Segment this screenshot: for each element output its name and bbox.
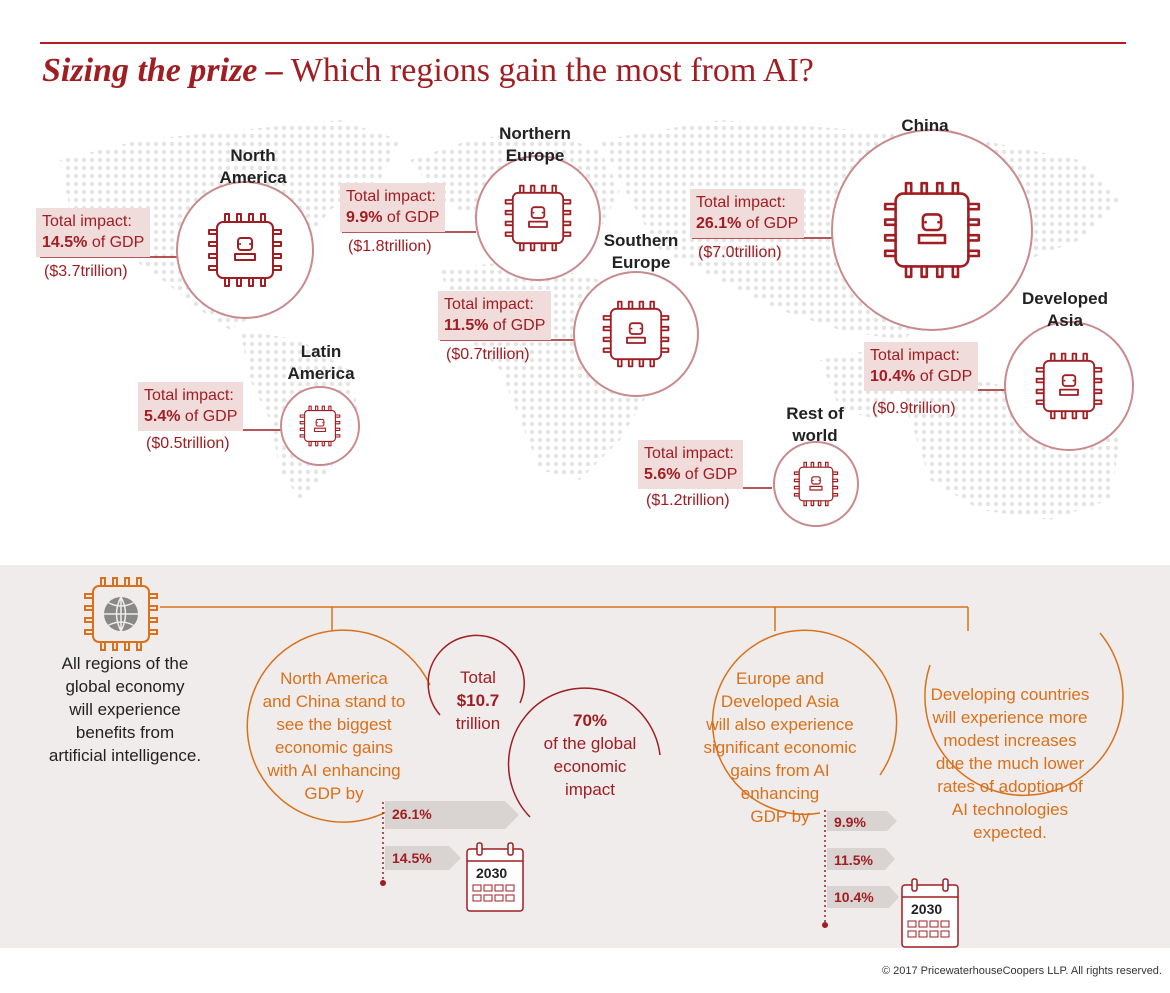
total-circle <box>427 634 525 716</box>
europe-asia-value-2: 11.5% <box>834 852 873 868</box>
impact-label-latin-america: Total impact: 5.4% of GDP <box>138 382 244 431</box>
impact-label-china: Total impact: 26.1% of GDP <box>690 189 805 238</box>
arrow-europe-asia-2 <box>827 848 895 870</box>
impact-label-southern-europe: Total impact: 11.5% of GDP <box>438 291 552 340</box>
chip-robot-icon <box>1035 352 1103 420</box>
region-name-northern-europe: Northern Europe <box>499 124 571 165</box>
chip-robot-icon <box>208 213 282 287</box>
calendar-icon <box>901 878 959 948</box>
chip-robot-icon <box>299 405 341 447</box>
impact-value-latin-america: ($0.5trillion) <box>146 435 230 452</box>
title-question: Which regions gain the most from AI? <box>282 52 814 89</box>
calendar-icon <box>466 842 524 912</box>
europe-asia-value-1: 9.9% <box>834 814 866 830</box>
impact-label-northern-europe: Total impact: 9.9% of GDP <box>340 183 446 232</box>
region-name-rest-of-world: Rest of world <box>786 404 844 445</box>
na-china-value-1: 26.1% <box>392 806 432 822</box>
europe-asia-value-3: 10.4% <box>834 889 874 905</box>
impact-label-rest-of-world: Total impact: 5.6% of GDP <box>638 440 744 489</box>
title-emphasis: Sizing the prize – <box>42 52 283 89</box>
chip-robot-icon <box>883 181 981 279</box>
summary-graphics <box>84 577 1124 948</box>
calendar-year: 2030 <box>476 865 508 881</box>
share-circle <box>507 687 661 818</box>
impact-label-north-america: Total impact: 14.5% of GDP <box>36 208 151 257</box>
summary-panel <box>0 565 1170 948</box>
title-rule <box>40 42 1126 44</box>
chip-robot-icon <box>504 184 572 252</box>
region-name-china: China <box>901 116 949 135</box>
arrow-europe-asia-3 <box>827 886 899 908</box>
region-name-north-america: North America <box>219 146 287 187</box>
calendar-year: 2030 <box>911 901 943 917</box>
total-impact-text: Total $10.7 trillion <box>455 668 501 733</box>
impact-value-north-america: ($3.7trillion) <box>44 263 128 280</box>
globe-chip-icon <box>84 577 158 651</box>
impact-value-developed-asia: ($0.9trillion) <box>872 400 956 417</box>
na-china-value-2: 14.5% <box>392 850 432 866</box>
global-share-text: 70% of the global economic impact <box>543 711 637 799</box>
developing-circle <box>924 632 1124 797</box>
arrow-europe-asia-1 <box>827 811 897 831</box>
developing-countries-text: Developing countries will experience more… <box>930 685 1090 842</box>
chip-robot-icon <box>793 461 839 507</box>
na-china-circle <box>246 629 431 823</box>
page-title: Sizing the prize – Which regions gain th… <box>42 52 814 90</box>
impact-value-rest-of-world: ($1.2trillion) <box>646 492 730 509</box>
region-name-developed-asia: Developed Asia <box>1022 289 1108 330</box>
arrow-na-china-2 <box>385 846 461 870</box>
world-map <box>40 120 1134 527</box>
global-benefits-text: All regions of the global economy will exp… <box>48 654 202 765</box>
europe-asia-text: Europe and Developed Asia will also experi… <box>703 669 857 826</box>
region-name-southern-europe: Southern Europe <box>603 231 679 272</box>
chip-robot-icon <box>602 300 670 368</box>
copyright: © 2017 PricewaterhouseCoopers LLP. All r… <box>881 965 1162 977</box>
impact-value-northern-europe: ($1.8trillion) <box>348 238 432 255</box>
arrow-na-china-1 <box>385 801 519 829</box>
na-china-text: North America and China stand to see the b… <box>262 669 406 803</box>
impact-label-developed-asia: Total impact: 10.4% of GDP <box>864 342 979 391</box>
impact-value-china: ($7.0trillion) <box>698 244 782 261</box>
europe-asia-circle <box>711 629 898 816</box>
impact-value-southern-europe: ($0.7trillion) <box>446 346 530 363</box>
region-name-latin-america: Latin America <box>287 342 355 383</box>
